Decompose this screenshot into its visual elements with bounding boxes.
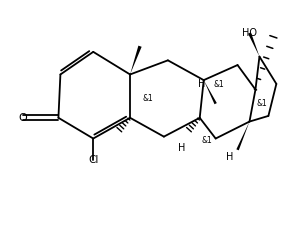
Text: &1: &1	[142, 93, 153, 103]
Polygon shape	[248, 33, 260, 57]
Text: H: H	[198, 79, 205, 89]
Text: O: O	[18, 113, 27, 123]
Text: Cl: Cl	[88, 155, 99, 165]
Text: H: H	[226, 152, 233, 162]
Polygon shape	[204, 80, 217, 104]
Text: &1: &1	[202, 136, 212, 145]
Text: &1: &1	[214, 80, 225, 89]
Text: &1: &1	[256, 99, 267, 108]
Text: H: H	[178, 143, 186, 153]
Polygon shape	[236, 122, 249, 150]
Text: HO: HO	[242, 28, 257, 38]
Polygon shape	[130, 46, 142, 74]
